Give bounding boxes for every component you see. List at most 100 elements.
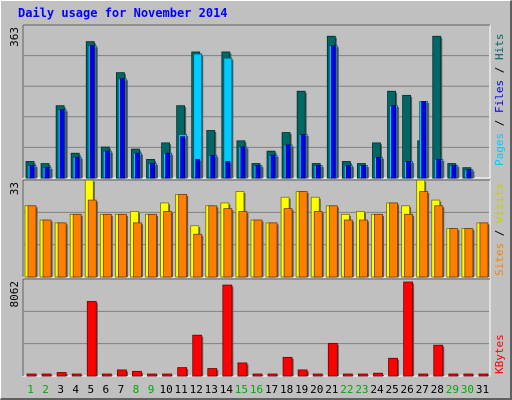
y-max-label: 8062 bbox=[8, 281, 21, 308]
pages-bar bbox=[104, 150, 111, 179]
x-tick-label: 1 bbox=[27, 383, 34, 396]
legend-sites-visits: Sites / Visits bbox=[493, 183, 506, 276]
kbytes-bar bbox=[418, 373, 430, 377]
sites-bar bbox=[27, 205, 38, 278]
kbytes-bar bbox=[312, 373, 324, 377]
kbytes-bar bbox=[358, 373, 369, 377]
kbytes-bar bbox=[282, 356, 294, 377]
sites-bar bbox=[163, 211, 174, 278]
sites-bar bbox=[298, 191, 309, 278]
pages-bar bbox=[421, 101, 428, 179]
pages-bar bbox=[315, 165, 322, 179]
x-tick-label: 6 bbox=[103, 383, 110, 396]
x-tick-label: 8 bbox=[133, 383, 140, 396]
sites-bar bbox=[389, 202, 400, 278]
x-tick-label: 29 bbox=[446, 383, 459, 396]
kbytes-bar bbox=[388, 357, 400, 377]
kbytes-bar bbox=[433, 344, 445, 377]
sites-bar bbox=[42, 219, 53, 278]
kbytes-bar bbox=[192, 334, 204, 377]
kbytes-bar bbox=[132, 370, 143, 377]
legend-kbytes: KBytes bbox=[493, 334, 506, 374]
sites-bar bbox=[102, 213, 113, 278]
kbytes-bar bbox=[162, 373, 174, 377]
x-tick-label: 15 bbox=[235, 383, 248, 396]
kbytes-bar bbox=[267, 373, 279, 377]
kbytes-bar bbox=[327, 342, 339, 377]
sites-bar bbox=[148, 213, 159, 278]
pages-bar bbox=[195, 159, 202, 179]
sites-bar bbox=[193, 233, 204, 278]
kbytes-bar bbox=[86, 300, 98, 377]
pages-bar bbox=[466, 169, 473, 179]
sites-bar bbox=[57, 222, 68, 278]
pages-bar bbox=[89, 45, 96, 179]
x-tick-label: 22 bbox=[340, 383, 353, 396]
x-tick-label: 7 bbox=[118, 383, 125, 396]
sites-bar bbox=[87, 199, 98, 278]
sites-bar bbox=[343, 219, 354, 278]
kbytes-bar bbox=[71, 373, 83, 377]
pages-bar bbox=[119, 78, 126, 179]
sites-bar bbox=[238, 211, 249, 278]
x-tick-label: 23 bbox=[355, 383, 368, 396]
x-tick-label: 28 bbox=[431, 383, 444, 396]
kbytes-bar bbox=[448, 373, 460, 377]
hits-bar bbox=[432, 35, 443, 179]
kbytes-bar bbox=[147, 373, 159, 377]
sites-bar bbox=[419, 191, 430, 278]
pages-bar bbox=[165, 152, 172, 179]
pages-bar bbox=[150, 163, 157, 179]
kbytes-bar bbox=[342, 373, 354, 377]
x-tick-label: 11 bbox=[175, 383, 188, 396]
legend-pages-files-hits: Pages / Files / Hits bbox=[493, 34, 506, 167]
y-max-label: 363 bbox=[8, 27, 21, 47]
pages-bar bbox=[240, 146, 247, 179]
x-tick-label: 20 bbox=[310, 383, 323, 396]
chart-title: Daily usage for November 2014 bbox=[18, 6, 228, 20]
sites-bar bbox=[253, 219, 264, 278]
pages-bar bbox=[376, 156, 382, 179]
x-tick-label: 5 bbox=[87, 383, 94, 396]
pages-bar bbox=[345, 165, 352, 179]
kbytes-bar bbox=[41, 373, 53, 377]
pages-bar bbox=[406, 161, 413, 179]
files-bar bbox=[223, 57, 234, 179]
x-tick-label: 19 bbox=[295, 383, 308, 396]
sites-bar bbox=[464, 228, 475, 278]
pages-bar bbox=[255, 165, 262, 179]
x-tick-label: 4 bbox=[72, 383, 79, 396]
sites-bar bbox=[449, 228, 460, 278]
pages-bar bbox=[29, 165, 36, 179]
sites-bar bbox=[268, 222, 279, 278]
x-tick-label: 3 bbox=[57, 383, 64, 396]
x-tick-label: 26 bbox=[401, 383, 414, 396]
y-max-label: 33 bbox=[8, 182, 21, 195]
pages-bar bbox=[361, 165, 367, 179]
pages-bar bbox=[300, 134, 307, 179]
x-tick-label: 9 bbox=[148, 383, 155, 396]
kbytes-bar bbox=[56, 372, 68, 377]
x-tick-label: 27 bbox=[416, 383, 429, 396]
x-tick-label: 24 bbox=[370, 383, 384, 396]
x-tick-label: 13 bbox=[205, 383, 218, 396]
x-tick-label: 14 bbox=[220, 383, 234, 396]
kbytes-bar bbox=[222, 284, 234, 377]
pages-bar bbox=[270, 154, 277, 179]
x-tick-label: 25 bbox=[385, 383, 398, 396]
kbytes-bar bbox=[252, 373, 264, 377]
sites-bar bbox=[359, 219, 369, 278]
kbytes-bar bbox=[463, 373, 475, 377]
sites-bar bbox=[328, 205, 339, 278]
sites-bar bbox=[72, 213, 83, 278]
sites-bar bbox=[313, 211, 324, 278]
pages-bar bbox=[436, 159, 443, 179]
pages-bar bbox=[210, 154, 217, 179]
sites-bar bbox=[479, 222, 490, 278]
x-tick-label: 12 bbox=[190, 383, 203, 396]
kbytes-bar bbox=[297, 369, 309, 377]
x-tick-label: 30 bbox=[461, 383, 474, 396]
sites-bar bbox=[178, 193, 189, 278]
kbytes-bar bbox=[373, 372, 384, 377]
